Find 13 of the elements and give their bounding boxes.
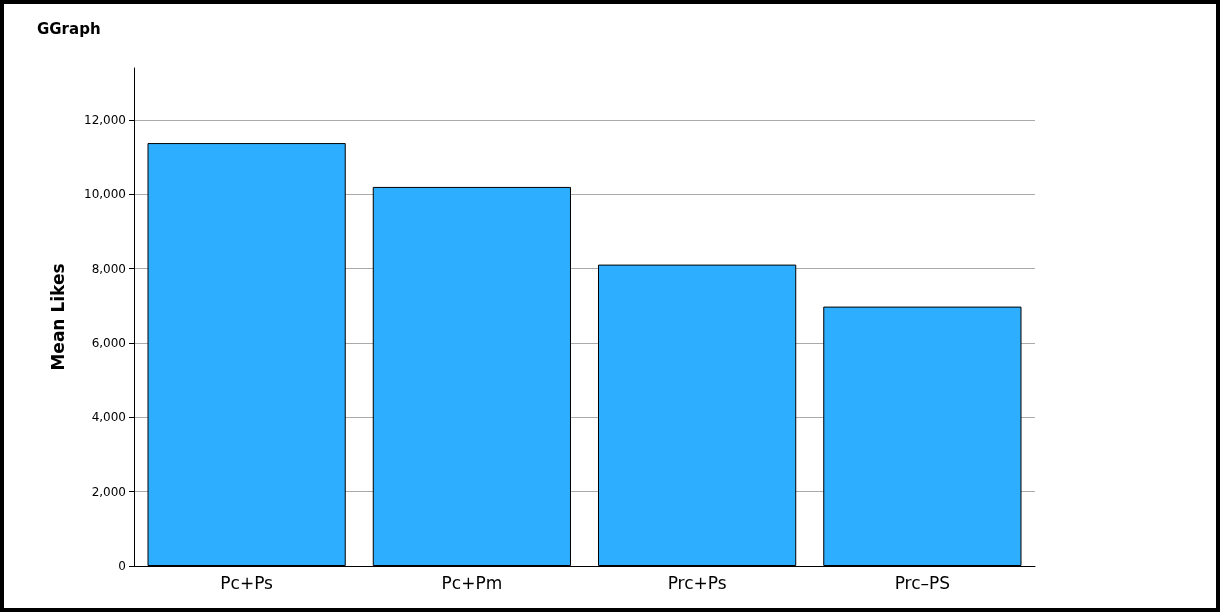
y-tick-label: 4,000 [91, 410, 126, 425]
y-tick-label: 8,000 [91, 261, 126, 276]
y-tick-label: 0 [118, 559, 126, 573]
x-tick-label: Prc–PS [894, 572, 951, 593]
x-tick-label: Prc+Ps [667, 572, 727, 593]
y-tick-label: 6,000 [91, 336, 126, 351]
y-axis-title: Mean Likes [47, 263, 68, 371]
chart-title: GGraph [37, 19, 101, 38]
x-tick-label: Pc+Pm [441, 572, 503, 593]
x-tick-label: Pc+Ps [220, 572, 274, 593]
y-tick-label: 12,000 [84, 113, 126, 128]
y-tick-label: 2,000 [91, 484, 126, 499]
y-tick-label: 10,000 [84, 187, 126, 202]
